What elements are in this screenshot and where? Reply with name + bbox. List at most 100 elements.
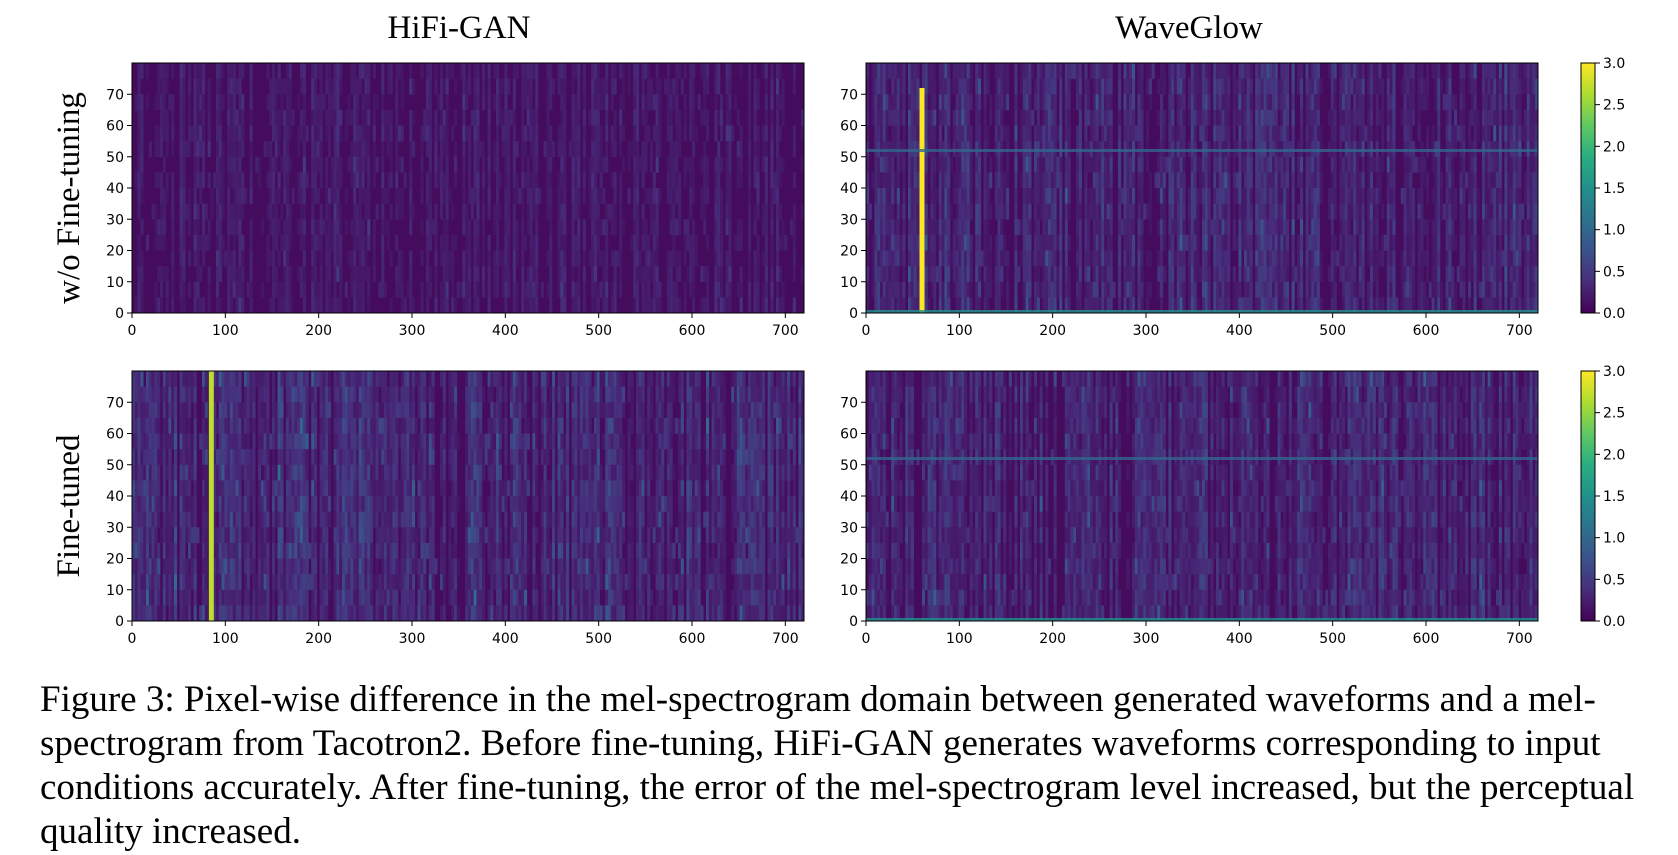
- heatmap-cell: [1255, 63, 1259, 79]
- heatmap-cell: [1190, 109, 1194, 126]
- heatmap-cell: [549, 219, 553, 236]
- heatmap-cell: [983, 63, 987, 79]
- heatmap-cell: [272, 188, 276, 204]
- heatmap-cell: [1227, 297, 1231, 314]
- heatmap-cell: [610, 94, 614, 111]
- heatmap-cell: [1297, 297, 1301, 314]
- heatmap-cell: [462, 125, 466, 142]
- heatmap-cell: [1232, 63, 1236, 79]
- heatmap-cell: [969, 266, 973, 283]
- heatmap-cell: [989, 156, 993, 173]
- heatmap-cell: [381, 63, 385, 79]
- heatmap-cell: [1157, 109, 1161, 126]
- heatmap-cell: [1193, 78, 1197, 95]
- heatmap-cell: [1157, 156, 1161, 173]
- heatmap-cell: [1456, 125, 1460, 142]
- heatmap-cell: [1174, 125, 1178, 142]
- heatmap-cell: [524, 234, 528, 251]
- heatmap-cell: [1403, 78, 1407, 95]
- heatmap-cell: [1118, 78, 1122, 95]
- heatmap-cell: [871, 234, 875, 251]
- heatmap-cell: [764, 203, 768, 220]
- heatmap-cell: [936, 266, 940, 283]
- heatmap-cell: [882, 172, 886, 189]
- heatmap-cell: [574, 188, 578, 204]
- heatmap-cell: [669, 172, 673, 189]
- heatmap-cell: [1347, 125, 1351, 142]
- heatmap-cell: [1050, 203, 1054, 220]
- heatmap-cell: [594, 156, 598, 173]
- heatmap-cell: [1238, 219, 1242, 236]
- heatmap-cell: [753, 125, 757, 142]
- heatmap-cell: [689, 156, 693, 173]
- heatmap-cell: [1176, 172, 1180, 189]
- heatmap-cell: [1179, 266, 1183, 283]
- heatmap-cell: [1224, 266, 1228, 283]
- heatmap-cell: [330, 172, 334, 189]
- heatmap-cell: [199, 188, 203, 204]
- heatmap-cell: [1400, 78, 1404, 95]
- heatmap-cell: [602, 281, 606, 298]
- heatmap-cell: [445, 156, 449, 173]
- heatmap-cell: [924, 219, 928, 236]
- heatmap-cell: [529, 266, 533, 283]
- heatmap-cell: [1104, 250, 1108, 267]
- heatmap-cell: [1120, 188, 1124, 204]
- heatmap-cell: [1470, 78, 1474, 95]
- heatmap-cell: [277, 109, 281, 126]
- heatmap-cell: [1314, 109, 1318, 126]
- heatmap-cell: [964, 63, 968, 79]
- heatmap-cell: [1238, 125, 1242, 142]
- heatmap-cell: [1179, 188, 1183, 204]
- heatmap-cell: [1129, 234, 1133, 251]
- heatmap-cell: [1510, 63, 1514, 79]
- heatmap-cell: [983, 250, 987, 267]
- heatmap-cell: [1409, 125, 1413, 142]
- heatmap-cell: [1039, 94, 1043, 111]
- heatmap-cell: [1482, 94, 1486, 111]
- heatmap-cell: [588, 156, 592, 173]
- heatmap-cell: [1168, 172, 1172, 189]
- heatmap-cell: [877, 63, 881, 79]
- heatmap-cell: [314, 297, 318, 314]
- heatmap-cell: [1067, 94, 1071, 111]
- heatmap-cell: [902, 78, 906, 95]
- heatmap-cell: [1361, 78, 1365, 95]
- heatmap-cell: [877, 281, 881, 298]
- heatmap-cell: [1392, 63, 1396, 79]
- heatmap-cell: [336, 125, 340, 142]
- heatmap-cell: [549, 63, 553, 79]
- heatmap-cell: [238, 203, 242, 220]
- heatmap-cell: [1532, 125, 1536, 142]
- heatmap-cell: [1193, 188, 1197, 204]
- heatmap-cell: [311, 63, 315, 79]
- heatmap-cell: [908, 234, 912, 251]
- heatmap-cell: [790, 219, 794, 236]
- heatmap-cell: [1524, 250, 1528, 267]
- heatmap-cell: [328, 188, 332, 204]
- heatmap-cell: [1148, 94, 1152, 111]
- heatmap-cell: [207, 266, 211, 283]
- heatmap-cell: [132, 371, 136, 387]
- heatmap-cell: [720, 297, 724, 314]
- heatmap-cell: [1199, 109, 1203, 126]
- heatmap-cell: [1454, 281, 1458, 298]
- heatmap-cell: [325, 63, 329, 79]
- heatmap-cell: [204, 234, 208, 251]
- heatmap-cell: [311, 109, 315, 126]
- heatmap-cell: [1381, 250, 1385, 267]
- heatmap-cell: [426, 250, 430, 267]
- heatmap-cell: [1224, 125, 1228, 142]
- heatmap-cell: [1378, 78, 1382, 95]
- heatmap-cell: [1168, 250, 1172, 267]
- heatmap-cell: [1375, 94, 1379, 111]
- heatmap-cell: [316, 63, 320, 79]
- heatmap-cell: [599, 94, 603, 111]
- heatmap-cell: [1532, 266, 1536, 283]
- heatmap-cell: [1221, 281, 1225, 298]
- heatmap-cell: [395, 94, 399, 111]
- heatmap-cell: [504, 203, 508, 220]
- heatmap-cell: [1437, 78, 1441, 95]
- heatmap-cell: [1515, 297, 1519, 314]
- heatmap-cell: [1476, 281, 1480, 298]
